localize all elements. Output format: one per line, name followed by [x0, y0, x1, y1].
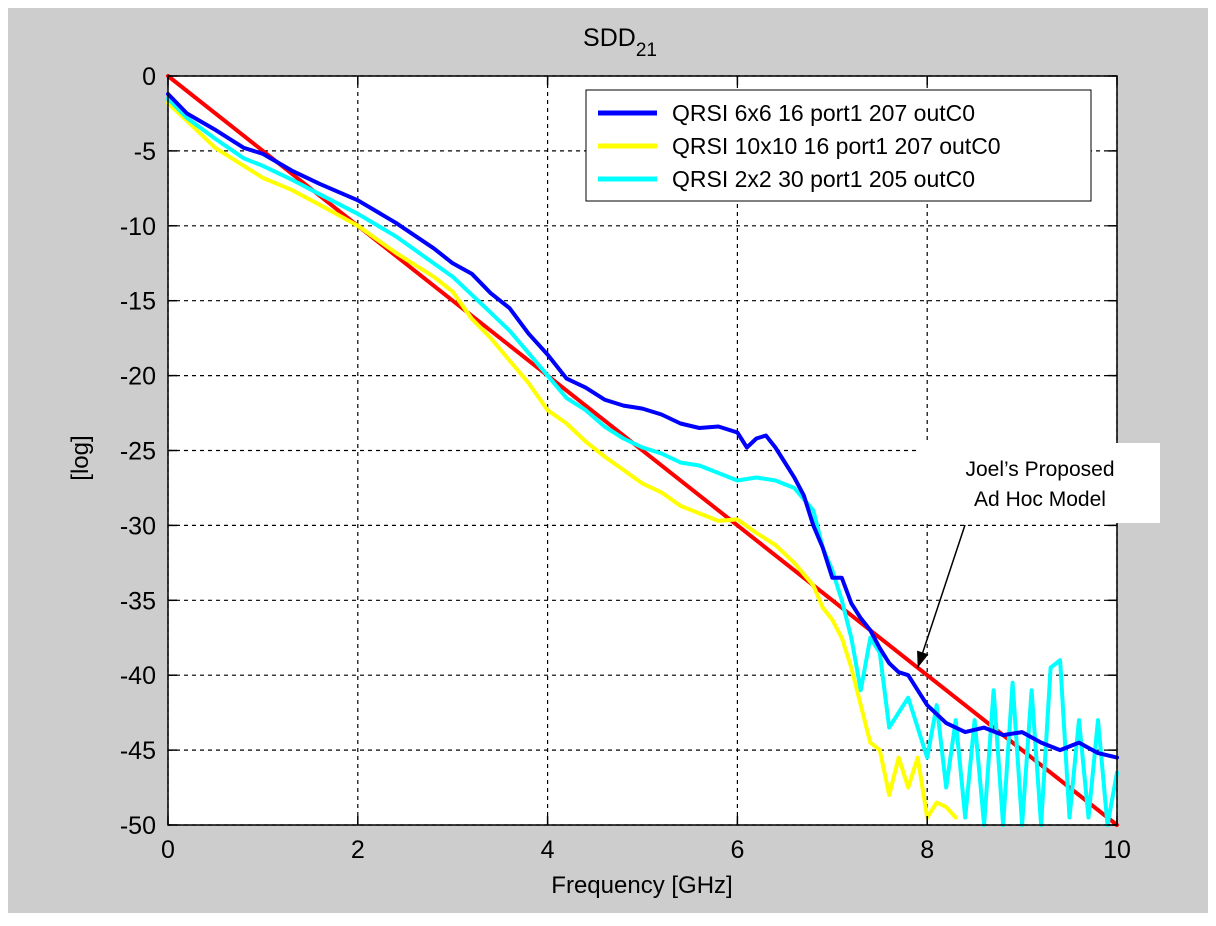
- x-tick-label: 2: [351, 836, 365, 864]
- series-line-1: [166, 101, 958, 820]
- x-tick-label: 10: [1103, 836, 1131, 864]
- chart-title-main: SDD: [583, 24, 636, 52]
- y-tick-label: -15: [120, 288, 156, 316]
- annotation-callout: Joel’s Proposed Ad Hoc Model: [916, 443, 1160, 668]
- x-tick-label: 0: [161, 836, 175, 864]
- ticks: 0 2 4 6 8 10 0 -5 -10 -15 -20 -25 -30 -35 -40 -45 -50: [120, 63, 1131, 864]
- y-axis-label: [log]: [67, 435, 94, 480]
- y-tick-label: -25: [120, 438, 156, 466]
- y-tick-label: -45: [120, 737, 156, 765]
- y-tick-label: -50: [120, 812, 156, 840]
- legend-label-1: QRSI 10x10 16 port1 207 outC0: [672, 133, 1001, 159]
- annotation-text-line1: Joel’s Proposed: [965, 458, 1114, 481]
- x-tick-label: 4: [541, 836, 555, 864]
- annotation-arrow: [916, 524, 966, 668]
- x-tick-label: 8: [920, 836, 934, 864]
- legend: QRSI 6x6 16 port1 207 outC0 QRSI 10x10 1…: [585, 89, 1092, 202]
- y-tick-label: -20: [120, 363, 156, 391]
- y-tick-label: -30: [120, 512, 156, 540]
- x-tick-label: 6: [730, 836, 744, 864]
- legend-box: [585, 89, 1092, 202]
- y-tick-label: 0: [142, 63, 156, 91]
- series-layer: [166, 74, 1119, 827]
- annotation-box: [920, 443, 1160, 523]
- y-tick-label: -35: [120, 587, 156, 615]
- annotation-text-line2: Ad Hoc Model: [974, 488, 1106, 511]
- y-tick-label: -5: [134, 138, 156, 166]
- chart-title-subscript: 21: [636, 40, 657, 61]
- y-tick-label: -40: [120, 662, 156, 690]
- legend-label-0: QRSI 6x6 16 port1 207 outC0: [672, 100, 975, 126]
- chart-title: SDD21: [583, 24, 657, 61]
- legend-label-2: QRSI 2x2 30 port1 205 outC0: [672, 166, 975, 192]
- x-axis-label: Frequency [GHz]: [551, 872, 732, 899]
- series-line-3: [166, 74, 1119, 827]
- y-tick-label: -10: [120, 213, 156, 241]
- annotation-arrowhead: [917, 650, 929, 668]
- series-line-0: [166, 92, 1119, 760]
